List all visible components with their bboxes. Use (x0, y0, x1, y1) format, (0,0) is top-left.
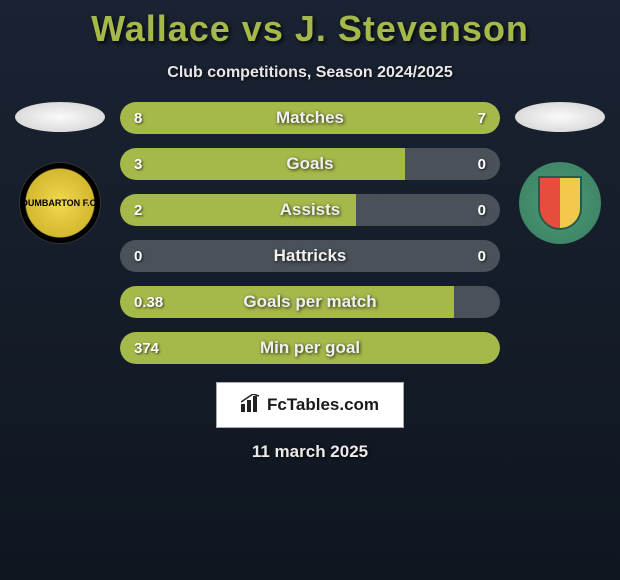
stat-row: 3 0 Goals (120, 148, 500, 180)
brand-text: FcTables.com (267, 395, 379, 415)
stat-row: 374 Min per goal (120, 332, 500, 364)
team-crest-left-label: DUMBARTON F.C. (21, 198, 98, 208)
stat-value-right: 0 (478, 156, 486, 173)
chart-icon (241, 394, 261, 417)
stat-label: Goals (286, 154, 333, 174)
stat-value-left: 8 (134, 110, 142, 127)
infographic-container: Wallace vs J. Stevenson Club competition… (0, 0, 620, 462)
player-left-column: DUMBARTON F.C. (10, 102, 110, 244)
team-crest-right (519, 162, 601, 244)
player-left-avatar-placeholder (15, 102, 105, 132)
team-crest-right-shield (538, 176, 582, 230)
stat-value-right: 0 (478, 248, 486, 265)
page-title: Wallace vs J. Stevenson (0, 0, 620, 50)
stat-value-left: 0.38 (134, 294, 163, 311)
team-crest-left: DUMBARTON F.C. (19, 162, 101, 244)
stat-value-left: 2 (134, 202, 142, 219)
stat-value-left: 374 (134, 340, 159, 357)
player-right-column (510, 102, 610, 244)
main-area: DUMBARTON F.C. 8 7 Matches 3 0 Goals 2 0 Assists… (0, 102, 620, 364)
stat-row: 0.38 Goals per match (120, 286, 500, 318)
stat-value-left: 0 (134, 248, 142, 265)
player-right-avatar-placeholder (515, 102, 605, 132)
stats-column: 8 7 Matches 3 0 Goals 2 0 Assists 0 0 Hattricks 0.38… (120, 102, 500, 364)
stat-row: 8 7 Matches (120, 102, 500, 134)
stat-label: Assists (280, 200, 340, 220)
stat-label: Min per goal (260, 338, 360, 358)
footer-date: 11 march 2025 (0, 442, 620, 462)
stat-bar-right (321, 102, 500, 134)
stat-label: Matches (276, 108, 344, 128)
stat-value-right: 7 (478, 110, 486, 127)
stat-label: Goals per match (243, 292, 376, 312)
stat-bar-left (120, 148, 405, 180)
brand-badge: FcTables.com (216, 382, 404, 428)
page-subtitle: Club competitions, Season 2024/2025 (0, 64, 620, 82)
stat-row: 0 0 Hattricks (120, 240, 500, 272)
stat-label: Hattricks (274, 246, 347, 266)
stat-value-right: 0 (478, 202, 486, 219)
stat-value-left: 3 (134, 156, 142, 173)
stat-row: 2 0 Assists (120, 194, 500, 226)
